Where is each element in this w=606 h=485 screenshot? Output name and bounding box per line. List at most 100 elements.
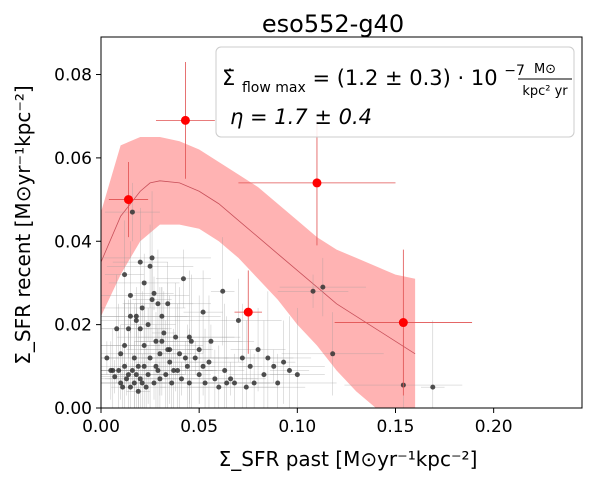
region-point bbox=[196, 372, 202, 378]
region-point bbox=[141, 280, 147, 286]
region-point bbox=[147, 355, 153, 361]
flow-subscript: flow max bbox=[242, 80, 306, 96]
region-point bbox=[281, 359, 287, 365]
region-point bbox=[177, 351, 183, 357]
region-point bbox=[157, 351, 163, 357]
region-point bbox=[135, 363, 141, 369]
region-point bbox=[286, 367, 292, 373]
x-axis-title: Σ_SFR past [M⊙yr⁻¹kpc⁻²] bbox=[219, 447, 478, 471]
binned-point bbox=[180, 115, 190, 125]
binned-points-layer bbox=[108, 62, 473, 396]
flow-formula: Σ̇ flow max = (1.2 ± 0.3) · 10 −7 bbox=[222, 63, 525, 97]
region-point bbox=[131, 355, 137, 361]
region-point bbox=[294, 372, 300, 378]
region-point bbox=[247, 363, 253, 369]
region-point bbox=[182, 355, 188, 361]
region-point bbox=[116, 367, 122, 373]
flow-unit-numerator: M⊙ bbox=[534, 62, 556, 77]
region-point bbox=[145, 372, 151, 378]
region-point bbox=[131, 380, 137, 386]
y-tick-label: 0.08 bbox=[54, 66, 92, 86]
region-point bbox=[212, 376, 218, 382]
region-point bbox=[133, 317, 139, 323]
region-point bbox=[186, 380, 192, 386]
y-axis: 0.00 0.02 0.04 0.06 0.08 bbox=[54, 66, 101, 419]
region-point bbox=[112, 374, 118, 380]
region-point bbox=[153, 338, 159, 344]
y-tick-label: 0.00 bbox=[54, 399, 92, 419]
region-point bbox=[206, 359, 212, 365]
region-point bbox=[127, 384, 133, 390]
region-point bbox=[127, 313, 133, 319]
region-point bbox=[104, 355, 110, 361]
eta-value: η = 1.7 ± 0.4 bbox=[230, 105, 372, 129]
binned-point bbox=[243, 307, 253, 317]
region-point bbox=[147, 263, 153, 269]
region-point bbox=[186, 334, 192, 340]
region-point bbox=[239, 355, 245, 361]
region-point bbox=[125, 372, 131, 378]
legend-frame bbox=[215, 46, 575, 138]
region-point bbox=[171, 367, 177, 373]
region-point bbox=[224, 380, 230, 386]
region-point bbox=[228, 376, 234, 382]
region-point bbox=[129, 209, 135, 215]
chart-title: eso552-g40 bbox=[262, 10, 404, 38]
region-point bbox=[173, 334, 179, 340]
region-point bbox=[196, 347, 202, 353]
y-tick-label: 0.04 bbox=[54, 232, 92, 252]
x-tick-label: 0.15 bbox=[377, 417, 415, 437]
flow-value: = (1.2 ± 0.3) · 10 bbox=[312, 66, 497, 90]
plot-frame bbox=[100, 36, 583, 409]
model-median-layer bbox=[101, 180, 416, 355]
region-point bbox=[169, 380, 175, 386]
binned-point bbox=[312, 178, 322, 188]
region-point bbox=[151, 380, 157, 386]
region-point bbox=[161, 330, 167, 336]
region-point bbox=[330, 351, 336, 357]
region-point bbox=[200, 309, 206, 315]
region-point bbox=[265, 355, 271, 361]
region-point bbox=[208, 338, 214, 344]
model-band bbox=[101, 137, 416, 408]
region-point bbox=[159, 338, 165, 344]
flow-exponent: −7 bbox=[504, 63, 525, 79]
flow-unit-denominator: kpc² yr bbox=[522, 84, 568, 99]
region-point bbox=[114, 326, 120, 332]
region-point bbox=[165, 301, 171, 307]
region-point bbox=[178, 376, 184, 382]
y-tick-label: 0.02 bbox=[54, 316, 92, 336]
region-point bbox=[255, 347, 261, 353]
region-point bbox=[155, 301, 161, 307]
region-point bbox=[151, 290, 157, 296]
model-median-line bbox=[101, 180, 416, 355]
region-point bbox=[124, 376, 130, 382]
region-point bbox=[159, 313, 165, 319]
binned-point bbox=[123, 195, 133, 205]
region-point bbox=[122, 363, 128, 369]
region-point bbox=[153, 363, 159, 369]
binned-point bbox=[398, 318, 408, 328]
region-point bbox=[167, 347, 173, 353]
region-point bbox=[175, 367, 181, 373]
region-point bbox=[232, 380, 238, 386]
region-point bbox=[251, 380, 257, 386]
region-point bbox=[275, 380, 281, 386]
region-point bbox=[133, 372, 139, 378]
region-point bbox=[149, 297, 155, 303]
x-tick-label: 0.00 bbox=[82, 417, 120, 437]
region-point bbox=[143, 384, 149, 390]
legend-box: Σ̇ flow max = (1.2 ± 0.3) · 10 −7 M⊙ kpc… bbox=[215, 46, 575, 138]
region-point bbox=[139, 305, 145, 311]
region-point bbox=[120, 384, 126, 390]
region-point bbox=[320, 284, 326, 290]
region-point bbox=[125, 326, 131, 332]
region-point bbox=[118, 380, 124, 386]
flow-symbol: Σ̇ bbox=[222, 66, 235, 90]
region-point bbox=[122, 272, 128, 278]
region-point bbox=[157, 376, 163, 382]
region-point bbox=[141, 342, 147, 348]
region-point bbox=[129, 367, 135, 373]
region-point bbox=[271, 363, 277, 369]
